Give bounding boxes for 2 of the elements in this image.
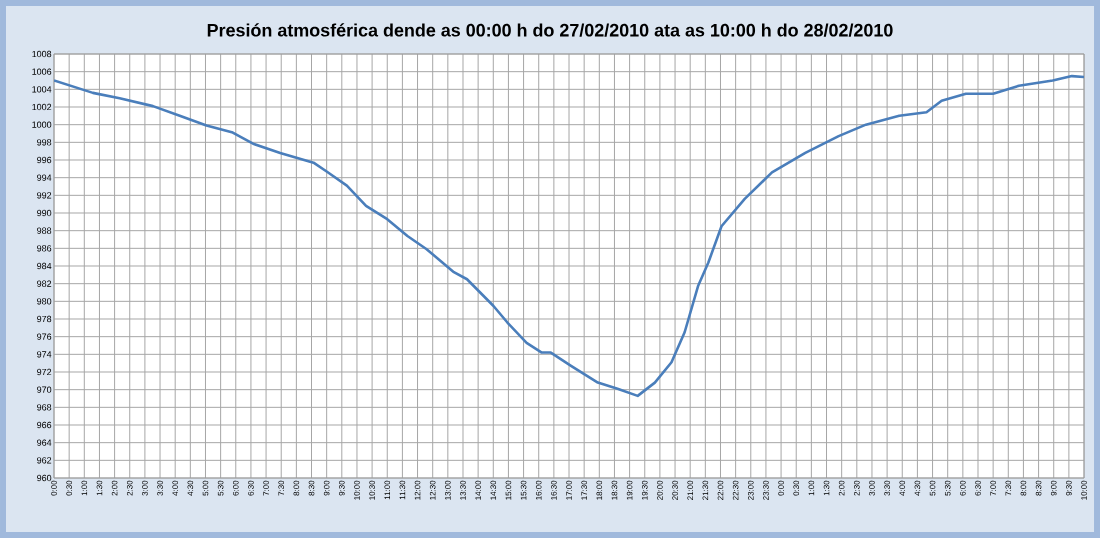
line-series <box>54 74 1085 398</box>
chart-title: Presión atmosférica dende as 00:00 h do 27/02/2010 ata as 10:00 h do 28/02/2010 <box>207 23 893 37</box>
